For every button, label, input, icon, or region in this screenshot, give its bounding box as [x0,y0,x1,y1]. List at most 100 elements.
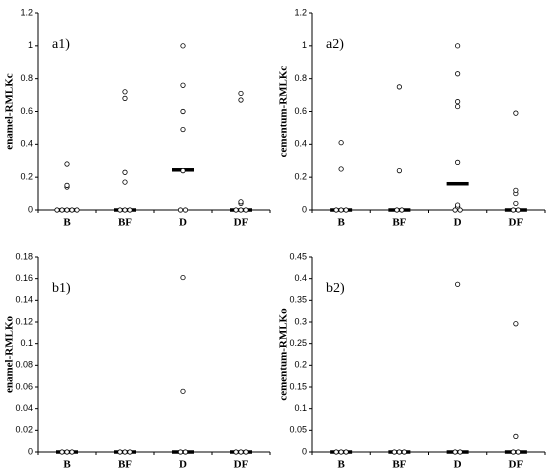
y-tick-label: 0.16 [15,273,33,283]
x-tick-label: D [454,217,462,229]
x-tick-label: D [179,459,187,471]
y-tick-label: 0.2 [20,172,33,182]
y-tick-label: 0.3 [294,316,307,326]
data-point [396,449,402,455]
x-tick-label: B [63,217,71,229]
y-tick-label: 0.8 [294,73,307,83]
y-tick-label: 0.14 [15,295,33,305]
y-tick-label: 0.08 [15,360,33,370]
data-point [515,449,521,455]
x-tick-label: DF [509,459,524,471]
data-point [69,449,75,455]
data-point [401,449,407,455]
x-tick-label: DF [234,459,249,471]
data-point [182,449,189,455]
y-axis-label: enamel-RMLKc [4,73,16,149]
y-tick-label: 1.2 [20,7,33,17]
data-point [338,140,344,146]
data-point [182,207,189,213]
y-tick-label: 0.18 [15,251,33,261]
y-tick-label: 0.2 [294,172,307,182]
y-tick-label: 0.4 [294,139,307,149]
data-point [233,449,239,455]
data-point [180,274,186,281]
data-point [64,449,70,455]
data-point [333,207,339,213]
data-point [243,207,249,213]
y-tick-label: 0.1 [294,403,307,413]
data-point [122,95,128,101]
data-point [455,281,461,287]
data-point [238,207,244,213]
x-tick-label: DF [509,217,524,229]
data-point [513,433,519,439]
data-point [69,207,75,213]
data-point [233,207,239,213]
x-tick-label: B [63,459,71,471]
x-tick-label: B [337,217,345,229]
data-point [180,126,186,133]
x-tick-label: BF [392,217,406,229]
y-tick-label: 0.45 [289,251,307,261]
data-point [513,321,519,327]
data-point [343,207,349,213]
panel-label: b2) [326,281,345,296]
data-point [343,449,349,455]
data-point [177,207,184,213]
data-point [127,449,133,455]
y-tick-label: 0.1 [20,338,33,348]
data-point [180,108,186,115]
x-tick-label: D [179,217,187,229]
panel-label: b1) [52,281,71,296]
y-tick-label: 0.4 [20,139,33,149]
y-tick-label: 0.6 [294,106,307,116]
y-tick-label: 0.04 [15,403,33,413]
x-tick-label: BF [118,217,132,229]
data-point [399,207,405,213]
y-tick-label: 0.8 [20,73,33,83]
y-tick-label: 0 [28,446,33,456]
y-axis-label: cementum-RMLKc [278,66,290,158]
data-point [122,207,128,213]
y-tick-label: 0.12 [15,316,33,326]
y-tick-label: 0.06 [15,381,33,391]
y-tick-label: 0.6 [20,106,33,116]
data-point [455,103,461,110]
data-point [510,207,516,213]
panel-label: a2) [326,37,344,52]
data-point [117,207,123,213]
data-point [455,202,461,208]
data-point [510,449,516,455]
y-tick-label: 0.35 [289,295,307,305]
data-point [74,207,80,213]
data-point [180,43,186,49]
data-point [455,71,461,77]
y-tick-label: 0.02 [15,425,33,435]
data-point [122,89,128,95]
data-point [515,207,521,213]
data-point [513,187,519,193]
y-tick-label: 0.15 [289,381,307,391]
data-point [59,207,65,213]
panel-label: a1) [52,37,70,52]
x-tick-label: B [337,459,345,471]
data-point [455,99,461,105]
data-point [122,449,128,455]
data-point [64,161,70,167]
data-point [455,43,461,49]
data-point [238,199,244,205]
y-tick-label: 0 [302,446,307,456]
data-point [338,166,344,172]
y-tick-label: 1.2 [294,7,307,17]
y-tick-label: 0.05 [289,425,307,435]
data-point [59,449,65,455]
data-point [177,449,184,455]
data-point [394,207,400,213]
data-point [396,168,402,174]
x-tick-label: D [454,459,462,471]
data-point [452,449,458,455]
data-point [338,207,344,213]
data-point [338,449,344,455]
y-tick-label: 0.2 [294,360,307,370]
